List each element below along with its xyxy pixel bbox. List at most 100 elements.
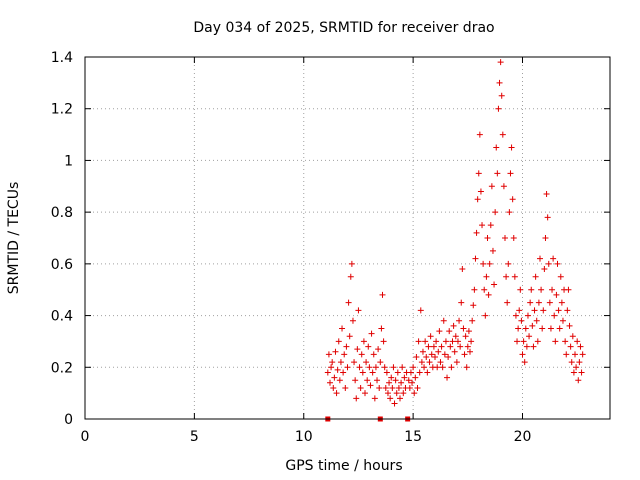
data-point	[332, 348, 339, 355]
data-point	[451, 348, 458, 355]
data-point	[328, 364, 335, 371]
y-tick-label: 0	[64, 412, 73, 428]
data-point	[382, 384, 389, 391]
data-point	[507, 170, 514, 177]
data-point	[553, 291, 560, 298]
data-point	[468, 338, 475, 345]
data-point	[463, 364, 470, 371]
data-point	[438, 343, 445, 350]
x-tick-label: 0	[81, 429, 90, 445]
data-point	[397, 395, 403, 402]
data-point	[352, 377, 359, 384]
data-point	[511, 273, 518, 280]
data-point	[506, 209, 513, 216]
data-point	[476, 131, 483, 138]
data-point	[365, 343, 372, 350]
data-point	[473, 229, 480, 236]
data-point	[381, 364, 388, 371]
data-point	[383, 369, 390, 376]
data-point	[477, 188, 484, 195]
data-point	[495, 105, 502, 112]
data-point	[340, 369, 347, 376]
data-point	[439, 364, 446, 371]
data-point	[567, 343, 574, 350]
data-point	[457, 343, 464, 350]
data-point	[344, 364, 351, 371]
data-point	[375, 346, 382, 353]
data-point	[341, 351, 348, 358]
data-point	[474, 196, 481, 203]
data-point	[353, 395, 360, 402]
data-point	[393, 390, 400, 397]
data-point	[530, 343, 537, 350]
data-point	[432, 353, 438, 360]
data-point	[494, 170, 501, 177]
data-point	[448, 364, 455, 371]
data-point	[333, 390, 340, 397]
data-point	[376, 384, 383, 391]
data-point	[442, 338, 449, 345]
data-point	[430, 343, 437, 350]
data-point	[482, 312, 489, 319]
x-axis-label: GPS time / hours	[285, 458, 402, 474]
y-tick-label: 1.4	[51, 50, 73, 66]
data-point	[544, 214, 551, 221]
data-point	[454, 338, 461, 345]
data-point	[379, 291, 386, 298]
chart-title: Day 034 of 2025, SRMTID for receiver dra…	[193, 20, 494, 36]
data-point	[509, 196, 516, 203]
axis-ticks	[84, 56, 610, 420]
data-point	[578, 369, 585, 376]
data-point	[413, 353, 420, 360]
data-point	[475, 170, 482, 177]
data-point	[459, 266, 466, 273]
data-point	[329, 359, 336, 366]
grid	[85, 57, 610, 419]
data-point	[535, 299, 542, 306]
data-point	[563, 351, 570, 358]
data-point	[479, 222, 486, 229]
data-point	[487, 222, 494, 229]
data-point	[505, 260, 512, 267]
data-point	[336, 377, 343, 384]
data-point	[550, 255, 557, 262]
data-point	[335, 338, 342, 345]
data-point	[484, 235, 491, 241]
data-point	[349, 317, 356, 324]
data-point	[378, 325, 385, 332]
data-point	[422, 338, 429, 345]
data-point	[462, 333, 469, 340]
data-point	[486, 260, 493, 267]
x-tick-label: 15	[404, 429, 422, 445]
data-point	[419, 348, 426, 355]
data-point	[325, 351, 332, 358]
data-point	[552, 338, 559, 345]
data-point	[384, 390, 391, 397]
data-point	[380, 338, 387, 345]
data-point	[557, 273, 564, 280]
data-point	[425, 343, 432, 350]
data-point	[527, 299, 534, 306]
data-point	[360, 338, 367, 345]
data-point	[514, 338, 521, 345]
data-point	[421, 364, 428, 371]
data-point	[367, 382, 374, 389]
data-point	[440, 317, 447, 324]
data-point	[575, 377, 582, 384]
data-point	[414, 384, 421, 391]
data-point	[460, 325, 467, 332]
data-point	[491, 281, 498, 288]
data-point	[524, 312, 531, 319]
data-point	[547, 325, 554, 332]
data-point	[415, 338, 422, 345]
data-point	[554, 260, 561, 267]
data-point	[400, 390, 407, 397]
plot-frame	[84, 56, 611, 420]
data-point	[456, 317, 463, 324]
data-point	[405, 377, 412, 384]
data-point	[537, 255, 543, 262]
data-point	[577, 343, 584, 350]
data-point	[426, 359, 433, 366]
data-point	[389, 384, 396, 391]
data-point	[434, 364, 441, 371]
